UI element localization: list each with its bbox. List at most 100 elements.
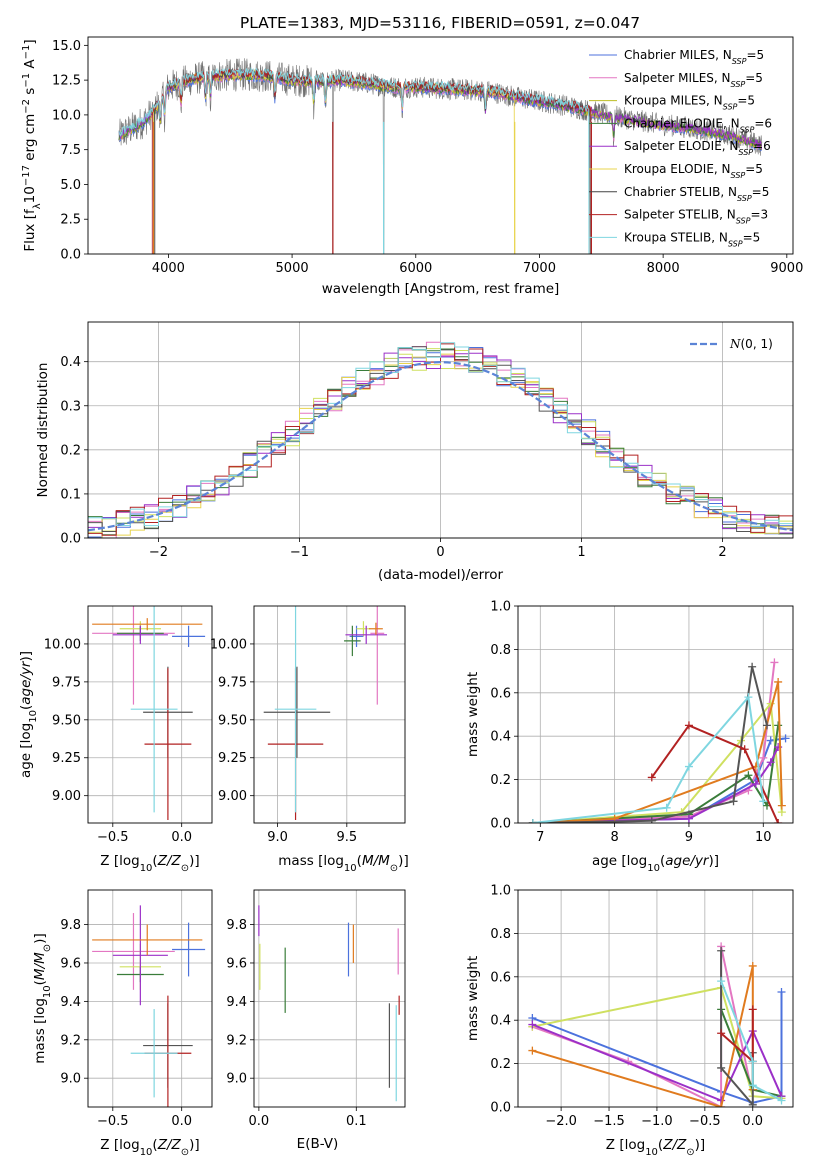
errorbar-point: [92, 924, 203, 956]
axes-frame: [87, 605, 213, 824]
y-tick-label: 9.2: [226, 1033, 247, 1048]
mass-weight-marker: [748, 662, 757, 671]
label-part: Z [log: [100, 853, 139, 869]
legend-label: Chabrier ELODIE, NSSP=6: [624, 116, 772, 133]
mass-weight-marker: [766, 758, 775, 767]
y-tick-label: 0.0: [60, 532, 81, 547]
y-tick-label: 10.0: [52, 108, 81, 123]
label-part: 10: [140, 863, 153, 874]
plot-area: [88, 341, 793, 538]
y-tick-label: 9.6: [226, 956, 247, 971]
x-tick-label: 4000: [152, 261, 185, 276]
y-tick-label: 7.5: [60, 143, 81, 158]
mass-vs-metallicity-panel: −0.5 0.09.09.29.49.69.8Z [log10(Z/Z⊙)]mas…: [32, 889, 213, 1158]
label-part: M/M: [32, 952, 48, 980]
mass-weight-marker: [647, 773, 656, 782]
y-tick-label: 0.0: [490, 817, 511, 832]
mass-weight-series: [532, 1023, 783, 1102]
label-part: age [log: [18, 723, 34, 778]
mass-weight-marker: [774, 819, 783, 823]
x-tick-label: 9000: [770, 261, 803, 276]
label-part: =6: [754, 116, 772, 130]
legend-label: Kroupa ELODIE, NSSP=5: [624, 162, 763, 180]
mass-weight-marker: [777, 987, 786, 996]
legend-label: Kroupa STELIB, NSSP=5: [624, 230, 760, 248]
y-tick-label: 10.00: [210, 637, 247, 652]
y-tick-label: 0.6: [490, 686, 511, 701]
axes: 7 8 9 10 0.0 0.2 0.4 0.6 0.8 1.0: [490, 600, 794, 845]
x-tick-label: −2: [149, 545, 168, 560]
x-tick-label: 9: [685, 830, 693, 845]
y-tick-label: 1.0: [490, 600, 511, 615]
legend-label: Salpeter STELIB, NSSP=3: [624, 208, 768, 226]
label-part: ]: [22, 39, 38, 44]
label-part: =5: [746, 48, 764, 62]
y-tick-label: 0.4: [490, 1014, 511, 1029]
x-tick-label: 0.1: [346, 1114, 367, 1129]
y-tick-label: 9.0: [226, 1072, 247, 1087]
spectrum-panel: 4000 5000 6000 7000 8000 9000 0.0 2.5 5.0 7.5 10.0…: [21, 36, 803, 297]
y-tick-label: 9.75: [52, 675, 81, 690]
label-part: −2: [21, 99, 32, 114]
y-tick-label: 9.4: [60, 995, 81, 1010]
y-tick-label: 0.3: [60, 399, 81, 414]
label-part: erg cm: [22, 114, 38, 165]
label-part: )]: [32, 933, 48, 944]
mass-weight-marker: [684, 762, 693, 771]
label-part: age/yr: [18, 660, 34, 705]
label-part: Z/Z: [157, 1137, 182, 1153]
x-axis-label: Z [log10(Z/Z⊙)]: [606, 1137, 705, 1158]
mass-weight-series: [532, 986, 782, 1100]
y-tick-label: 9.8: [60, 918, 81, 933]
y-axis-label: mass weight: [465, 672, 481, 757]
label-part: 10: [28, 710, 39, 723]
errorbar-point: [263, 666, 331, 758]
label-part: (: [32, 980, 48, 985]
label-part: Salpeter MILES, N: [624, 71, 731, 85]
label-part: Z [log: [100, 1137, 139, 1153]
mass-weight-series: [532, 696, 765, 823]
label-part: =5: [745, 71, 763, 85]
label-part: =3: [750, 208, 768, 222]
x-tick-label: 9.0: [267, 830, 288, 845]
y-tick-label: 0.4: [490, 730, 511, 745]
label-part: Chabrier MILES, N: [624, 48, 732, 62]
x-tick-label: 9.5: [336, 830, 357, 845]
mass-weight-marker: [717, 946, 726, 955]
mass-weight-marker: [774, 721, 783, 730]
x-tick-label: −1.0: [641, 1114, 673, 1129]
errorbar-point: [112, 625, 168, 644]
label-part: =5: [752, 185, 770, 199]
label-part: =5: [737, 94, 755, 108]
errorbar-point: [172, 625, 206, 647]
mass-weight-marker: [759, 753, 768, 762]
legend-label: Salpeter ELODIE, NSSP=6: [624, 139, 771, 157]
x-tick-label: 0.0: [249, 1114, 270, 1129]
axes-frame: [253, 605, 406, 824]
y-tick-label: 5.0: [60, 178, 81, 193]
y-tick-label: 9.8: [226, 918, 247, 933]
label-part: SSP: [736, 216, 751, 225]
mass-weight-marker: [684, 814, 693, 823]
mass-weight-marker: [770, 658, 779, 667]
x-tick-label: 0.0: [171, 1114, 192, 1129]
x-tick-label: 0.0: [171, 830, 192, 845]
axes: 0.0 0.1 9.0 9.2 9.4 9.6 9.8: [226, 889, 406, 1129]
label-part: =5: [745, 162, 763, 176]
errorbar-point: [130, 606, 178, 813]
x-axis-label: age [log10(age/yr)]: [592, 853, 719, 874]
mass-weight-marker: [740, 745, 749, 754]
mass-weight-marker: [762, 721, 771, 730]
mass-weight-marker: [528, 1020, 537, 1029]
legend-label: Chabrier STELIB, NSSP=5: [624, 185, 769, 203]
mass-weight-series: [720, 980, 782, 1102]
label-part: Kroupa ELODIE, N: [624, 162, 731, 176]
label-part: 10: [645, 1147, 658, 1158]
residuals-panel: −2 −1 0 1 2 0.0 0.1 0.2 0.3 0.4 (data-model)/error…: [35, 321, 794, 583]
label-part: N: [729, 337, 741, 351]
label-part: 10: [344, 863, 357, 874]
mass-weight-marker: [717, 977, 726, 986]
x-tick-label: −0.5: [689, 1114, 721, 1129]
x-axis-label: E(B-V): [297, 1136, 339, 1152]
plot-area: [118, 58, 763, 254]
